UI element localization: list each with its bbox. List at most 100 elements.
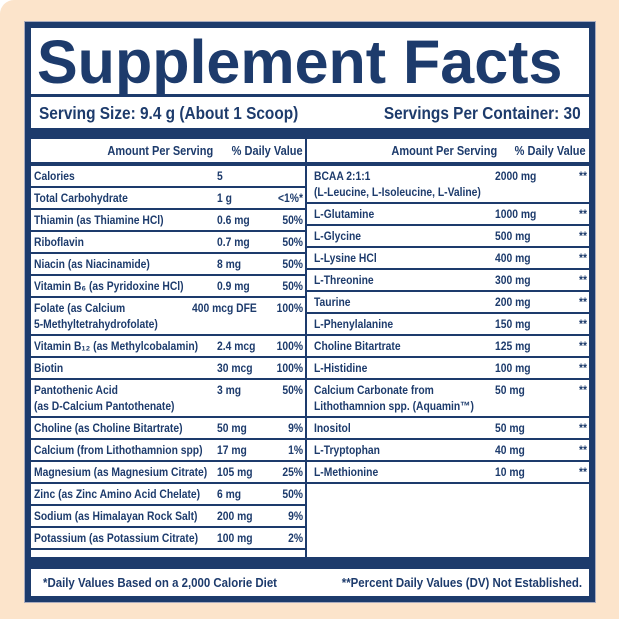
nutrient-name: Taurine: [314, 295, 351, 309]
nutrient-daily-value: 1%: [288, 443, 304, 457]
nutrient-row: Choline Bitartrate 125 mg **: [307, 336, 589, 358]
column-header-left: Amount Per Serving % Daily Value: [31, 139, 306, 166]
amount-per-serving-header: Amount Per Serving: [391, 144, 498, 158]
nutrient-amount: 2.4 mcg: [217, 339, 256, 353]
serving-info-row: Serving Size: 9.4 g (About 1 Scoop) Serv…: [31, 97, 589, 128]
nutrient-row: Magnesium (as Magnesium Citrate) 105 mg …: [31, 462, 306, 484]
nutrient-amount: 1 g: [217, 191, 233, 205]
nutrient-name: Inositol: [314, 421, 351, 435]
nutrient-row: Choline (as Choline Bitartrate) 50 mg 9%: [31, 418, 306, 440]
footnote-not-established: **Percent Daily Values (DV) Not Establis…: [341, 575, 582, 590]
nutrient-amount: 3 mg: [217, 383, 242, 397]
nutrient-row: Potassium (as Potassium Citrate) 100 mg …: [31, 528, 306, 550]
nutrient-name: Zinc (as Zinc Amino Acid Chelate): [34, 487, 201, 501]
header-separator-bar: [31, 128, 589, 139]
nutrient-amount: 100 mg: [217, 531, 253, 545]
nutrient-name: L-Threonine: [314, 273, 374, 287]
nutrient-name: L-Histidine: [314, 361, 368, 375]
nutrient-row: Thiamin (as Thiamine HCl) 0.6 mg 50%: [31, 210, 306, 232]
nutrient-row: BCAA 2:1:1 (L-Leucine, L-Isoleucine, L-V…: [307, 166, 589, 204]
nutrient-row: L-Tryptophan 40 mg **: [307, 440, 589, 462]
nutrient-row: Total Carbohydrate 1 g <1%*: [31, 188, 306, 210]
nutrient-amount: 6 mg: [217, 487, 242, 501]
footnote-daily-values: *Daily Values Based on a 2,000 Calorie D…: [43, 575, 277, 590]
nutrient-daily-value: **: [578, 361, 587, 375]
nutrient-amount: 0.9 mg: [217, 279, 250, 293]
nutrient-amount: 5: [217, 169, 223, 183]
nutrient-rows-left: Calories 5 Total Carbohydrate 1 g <1%* T…: [31, 166, 306, 550]
nutrient-name: BCAA 2:1:1 (L-Leucine, L-Isoleucine, L-V…: [314, 169, 482, 199]
nutrient-name: Choline (as Choline Bitartrate): [34, 421, 183, 435]
nutrient-col-left: Amount Per Serving % Daily Value Calorie…: [31, 139, 308, 557]
footnotes-row: *Daily Values Based on a 2,000 Calorie D…: [31, 569, 589, 596]
nutrient-amount: 400 mg: [494, 251, 531, 265]
nutrient-row: L-Threonine 300 mg **: [307, 270, 589, 292]
nutrient-daily-value: 50%: [282, 213, 304, 227]
nutrient-daily-value: 25%: [282, 465, 304, 479]
nutrient-row: Taurine 200 mg **: [307, 292, 589, 314]
daily-value-header: % Daily Value: [231, 144, 303, 158]
nutrient-daily-value: **: [578, 207, 587, 221]
nutrient-col-right: Amount Per Serving % Daily Value BCAA 2:…: [307, 139, 589, 557]
nutrient-row: Folate (as Calcium 5-Methyltetrahydrofol…: [31, 298, 306, 336]
nutrient-daily-value: **: [578, 443, 587, 457]
nutrient-daily-value: 50%: [282, 279, 304, 293]
nutrient-amount: 50 mg: [217, 421, 248, 435]
nutrient-daily-value: **: [578, 295, 587, 309]
nutrient-name: Choline Bitartrate: [314, 339, 401, 353]
nutrient-daily-value: 50%: [282, 487, 304, 501]
nutrient-name: Pantothenic Acid (as D-Calcium Pantothen…: [34, 383, 175, 413]
nutrient-name: Calcium (from Lithothamnion spp): [34, 443, 203, 457]
panel-title: Supplement Facts: [37, 28, 563, 96]
nutrient-name: Vitamin B₆ (as Pyridoxine HCl): [34, 279, 184, 293]
nutrient-amount: 50 mg: [494, 383, 525, 397]
nutrient-name: Total Carbohydrate: [34, 191, 128, 205]
nutrient-row: Vitamin B₆ (as Pyridoxine HCl) 0.9 mg 50…: [31, 276, 306, 298]
nutrient-daily-value: 50%: [282, 235, 304, 249]
nutrient-row: L-Lysine HCl 400 mg **: [307, 248, 589, 270]
nutrient-amount: 17 mg: [217, 443, 248, 457]
nutrient-name: L-Glycine: [314, 229, 362, 243]
nutrient-row: Riboflavin 0.7 mg 50%: [31, 232, 306, 254]
nutrient-amount: 8 mg: [217, 257, 242, 271]
nutrient-amount: 30 mcg: [217, 361, 253, 375]
nutrient-row: Pantothenic Acid (as D-Calcium Pantothen…: [31, 380, 306, 418]
nutrient-amount: 200 mg: [494, 295, 531, 309]
serving-size: Serving Size: 9.4 g (About 1 Scoop): [39, 102, 299, 123]
nutrient-daily-value: **: [578, 229, 587, 243]
nutrient-row: Calories 5: [31, 166, 306, 188]
nutrient-daily-value: <1%*: [278, 191, 304, 205]
nutrient-row: Biotin 30 mcg 100%: [31, 358, 306, 380]
nutrient-daily-value: 100%: [276, 301, 304, 315]
nutrient-amount: 0.6 mg: [217, 213, 250, 227]
nutrient-daily-value: **: [578, 339, 587, 353]
nutrient-name: L-Tryptophan: [314, 443, 381, 457]
daily-value-header: % Daily Value: [515, 144, 586, 158]
nutrient-daily-value: 50%: [282, 383, 304, 397]
nutrient-amount: 125 mg: [494, 339, 531, 353]
nutrient-daily-value: **: [578, 273, 587, 287]
amount-per-serving-header: Amount Per Serving: [107, 144, 214, 158]
nutrient-row: Calcium Carbonate from Lithothamnion spp…: [307, 380, 589, 418]
nutrient-row: L-Phenylalanine 150 mg **: [307, 314, 589, 336]
nutrient-name: Sodium (as Himalayan Rock Salt): [34, 509, 198, 523]
nutrient-amount: 150 mg: [494, 317, 531, 331]
supplement-facts-panel: Supplement Facts Serving Size: 9.4 g (Ab…: [25, 22, 595, 602]
nutrient-row: Vitamin B₁₂ (as Methylcobalamin) 2.4 mcg…: [31, 336, 306, 358]
nutrient-row: Zinc (as Zinc Amino Acid Chelate) 6 mg 5…: [31, 484, 306, 506]
nutrient-amount: 105 mg: [217, 465, 253, 479]
nutrient-daily-value: **: [578, 169, 587, 183]
footer-separator-bar: [31, 557, 589, 569]
nutrient-row: Niacin (as Niacinamide) 8 mg 50%: [31, 254, 306, 276]
nutrient-table: Amount Per Serving % Daily Value Calorie…: [31, 139, 589, 557]
nutrient-name: L-Methionine: [314, 465, 379, 479]
nutrient-amount: 10 mg: [494, 465, 525, 479]
nutrient-daily-value: 9%: [288, 509, 304, 523]
nutrient-row: L-Methionine 10 mg **: [307, 462, 589, 484]
nutrient-amount: 400 mcg DFE: [191, 301, 257, 315]
nutrient-row: L-Glutamine 1000 mg **: [307, 204, 589, 226]
nutrient-amount: 1000 mg: [494, 207, 537, 221]
nutrient-amount: 300 mg: [494, 273, 531, 287]
nutrient-name: Thiamin (as Thiamine HCl): [34, 213, 164, 227]
